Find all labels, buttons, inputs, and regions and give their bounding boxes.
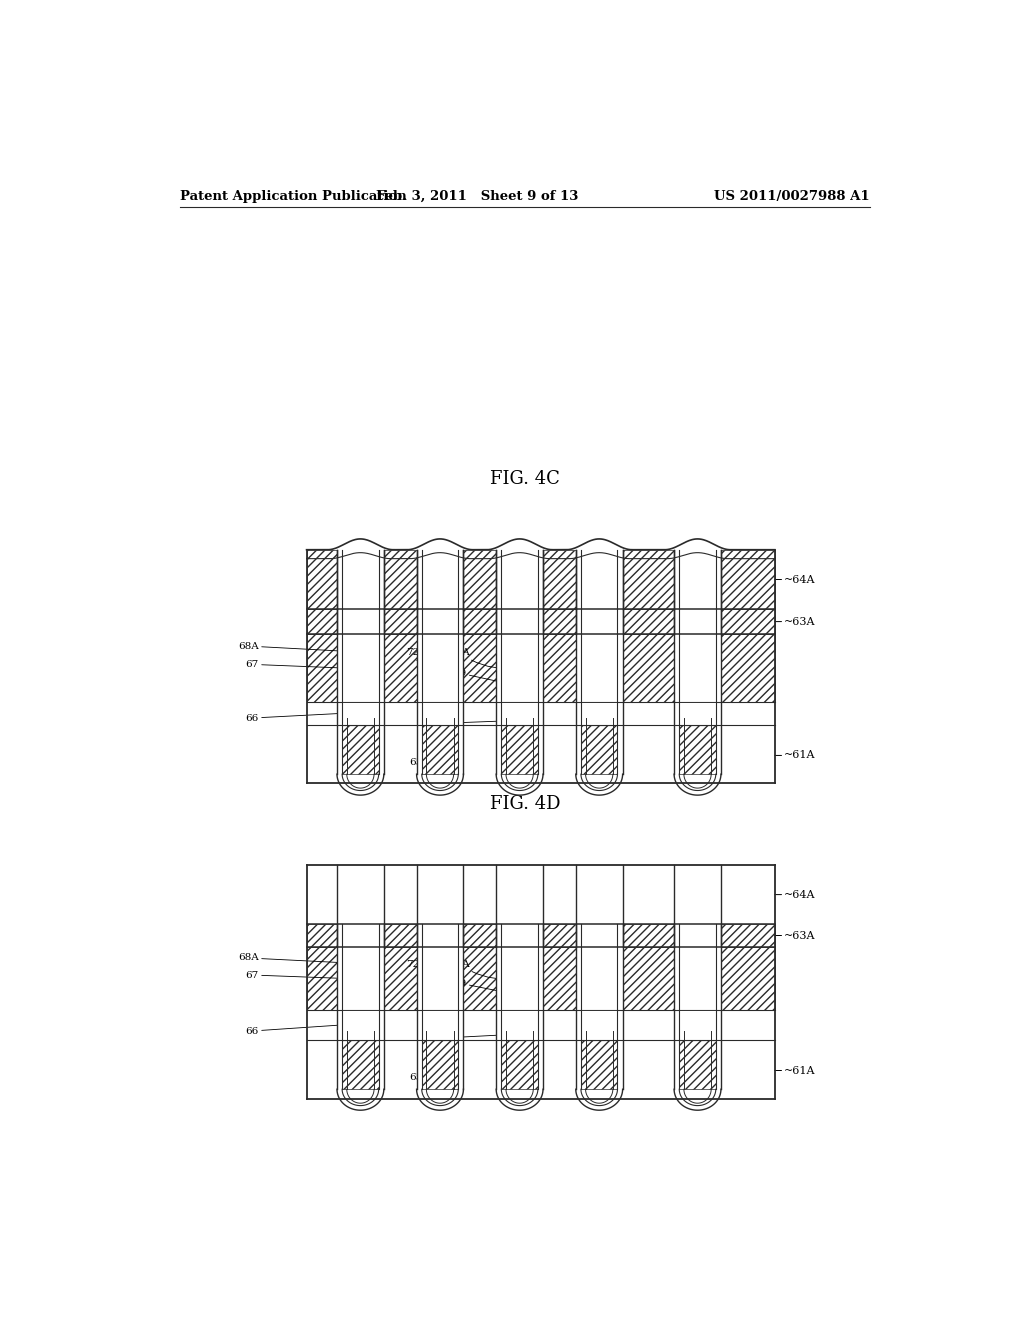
Bar (674, 549, 721, 774)
Bar (575, 774, 623, 784)
Text: 66: 66 (246, 1024, 342, 1035)
Bar (581, 725, 617, 774)
Bar (342, 1040, 379, 1089)
Bar (342, 725, 379, 774)
Bar (502, 725, 538, 774)
Text: 72A: 72A (406, 960, 440, 985)
Bar (581, 1040, 617, 1089)
Text: Patent Application Publication: Patent Application Publication (179, 190, 407, 202)
Bar (674, 774, 721, 784)
Text: 65: 65 (410, 1073, 440, 1085)
Bar (306, 924, 775, 946)
Bar (679, 702, 716, 725)
Text: 67: 67 (246, 660, 337, 669)
Bar (679, 725, 716, 774)
Bar (422, 1010, 459, 1040)
Bar (679, 1040, 716, 1089)
Bar (422, 1040, 459, 1089)
Bar (306, 924, 775, 946)
Bar (502, 1040, 538, 1089)
Text: ~61A: ~61A (775, 1065, 816, 1076)
Bar (417, 549, 464, 774)
Bar (497, 865, 543, 1089)
Text: 62A: 62A (450, 648, 517, 668)
Bar (306, 946, 775, 1010)
Bar (417, 774, 464, 784)
Bar (337, 549, 384, 774)
Text: 71A: 71A (418, 1019, 445, 1028)
Bar (417, 1089, 464, 1098)
Text: ~61A: ~61A (775, 751, 816, 760)
Bar (422, 725, 459, 774)
Bar (417, 865, 464, 1089)
Bar (342, 702, 379, 725)
Bar (422, 702, 459, 725)
Bar (581, 702, 617, 725)
Text: 68A: 68A (239, 642, 337, 651)
Bar (306, 634, 775, 702)
Text: ~63A: ~63A (775, 616, 816, 627)
Bar (306, 610, 775, 634)
Text: 66: 66 (246, 713, 342, 722)
Bar (679, 1010, 716, 1040)
Text: 68A: 68A (239, 953, 337, 962)
Text: ~64A: ~64A (775, 574, 816, 585)
Bar (575, 865, 623, 1089)
Bar (342, 1010, 379, 1040)
Bar (306, 549, 775, 784)
Text: 65: 65 (410, 758, 440, 770)
Text: US 2011/0027988 A1: US 2011/0027988 A1 (715, 190, 870, 202)
Text: Feb. 3, 2011   Sheet 9 of 13: Feb. 3, 2011 Sheet 9 of 13 (376, 190, 579, 202)
Text: FIG. 4C: FIG. 4C (489, 470, 560, 487)
Text: 67: 67 (246, 970, 337, 979)
Bar (337, 774, 384, 784)
Bar (306, 549, 775, 610)
Text: ~63A: ~63A (775, 931, 816, 941)
Bar (306, 610, 775, 634)
Bar (306, 865, 775, 1098)
Bar (306, 549, 775, 610)
Bar (497, 1089, 543, 1098)
Text: FIG. 4D: FIG. 4D (489, 795, 560, 813)
Text: 70A: 70A (439, 1034, 519, 1043)
Bar (581, 1010, 617, 1040)
Bar (497, 774, 543, 784)
Text: 69: 69 (454, 978, 529, 997)
Bar (306, 946, 775, 1010)
Bar (502, 702, 538, 725)
Bar (674, 1089, 721, 1098)
Text: ~64A: ~64A (775, 890, 816, 900)
Bar (674, 865, 721, 1089)
Text: 71: 71 (418, 708, 445, 717)
Bar (306, 634, 775, 702)
Text: 62A: 62A (450, 960, 517, 979)
Bar (337, 1089, 384, 1098)
Text: 72: 72 (406, 648, 440, 675)
Text: 69: 69 (454, 669, 529, 688)
Bar (497, 549, 543, 774)
Bar (575, 1089, 623, 1098)
Bar (337, 865, 384, 1089)
Bar (575, 549, 623, 774)
Bar (502, 1010, 538, 1040)
Text: 70: 70 (439, 718, 519, 727)
